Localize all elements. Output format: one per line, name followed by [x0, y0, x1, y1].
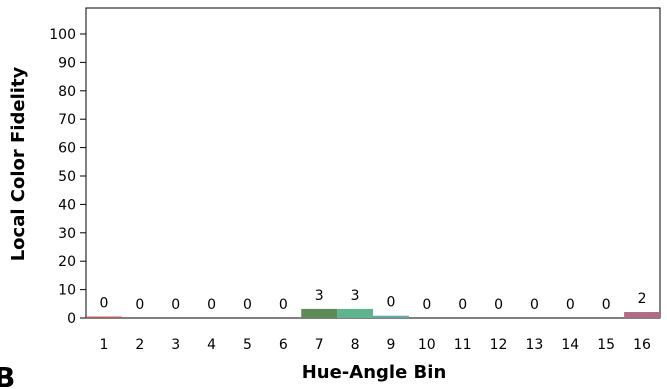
- x-tick-label: 3: [171, 337, 180, 353]
- x-tick-label: 12: [490, 337, 508, 353]
- data-label: 0: [171, 297, 180, 313]
- data-label: 0: [135, 297, 144, 313]
- y-tick-label: 60: [58, 141, 76, 157]
- data-labels: 0 0 0 0 0 0 3 3 0 0 0 0 0 0 0 2: [99, 288, 646, 313]
- bar: [373, 315, 409, 318]
- data-label: 0: [494, 297, 503, 313]
- x-tick-label: 15: [597, 337, 615, 353]
- data-label: 0: [386, 295, 395, 311]
- data-label: 0: [566, 297, 575, 313]
- x-tick-label: 14: [561, 337, 579, 353]
- y-tick-label: 80: [58, 84, 76, 100]
- bar: [624, 312, 660, 318]
- bar: [86, 316, 122, 318]
- x-tick-label: 11: [454, 337, 472, 353]
- x-tick-label: 4: [207, 337, 216, 353]
- data-label: 0: [530, 297, 539, 313]
- x-tick-label: 2: [135, 337, 144, 353]
- x-tick-label: 6: [279, 337, 288, 353]
- x-tick-label: 9: [386, 337, 395, 353]
- x-tick-label: 13: [526, 337, 544, 353]
- data-label: 3: [351, 288, 360, 304]
- y-tick-label: 50: [58, 169, 76, 185]
- y-tick-label: 30: [58, 226, 76, 242]
- data-label: 3: [315, 288, 324, 304]
- y-tick-label: 0: [67, 311, 76, 327]
- panel-letter: B: [0, 361, 15, 389]
- y-tick-label: 90: [58, 55, 76, 71]
- plot-border: [85, 7, 661, 319]
- y-axis: 0 10 20 30 40 50 60 70 80 90 100: [49, 27, 86, 327]
- bar: [337, 308, 373, 318]
- x-tick-label: 10: [418, 337, 436, 353]
- data-label: 0: [458, 297, 467, 313]
- data-label: 2: [638, 291, 647, 307]
- data-label: 0: [243, 297, 252, 313]
- x-tick-label: 8: [351, 337, 360, 353]
- data-label: 0: [279, 297, 288, 313]
- data-label: 0: [207, 297, 216, 313]
- y-tick-label: 40: [58, 197, 76, 213]
- y-tick-label: 70: [58, 112, 76, 128]
- x-axis: 1 2 3 4 5 6 7 8 9 10 11 12 13 14 15 16: [99, 337, 651, 353]
- bars: [86, 308, 660, 318]
- plot-frame: [85, 7, 661, 319]
- x-tick-label: 16: [633, 337, 651, 353]
- bar: [301, 308, 338, 318]
- x-tick-label: 7: [315, 337, 324, 353]
- data-label: 0: [99, 296, 108, 312]
- data-label: 0: [422, 297, 431, 313]
- y-tick-label: 10: [58, 283, 76, 299]
- y-tick-label: 100: [49, 27, 76, 43]
- x-tick-label: 5: [243, 337, 252, 353]
- data-label: 0: [602, 297, 611, 313]
- x-tick-label: 1: [99, 337, 108, 353]
- y-axis-title: Local Color Fidelity: [8, 66, 29, 261]
- y-tick-label: 20: [58, 254, 76, 270]
- x-axis-title: Hue-Angle Bin: [302, 362, 447, 383]
